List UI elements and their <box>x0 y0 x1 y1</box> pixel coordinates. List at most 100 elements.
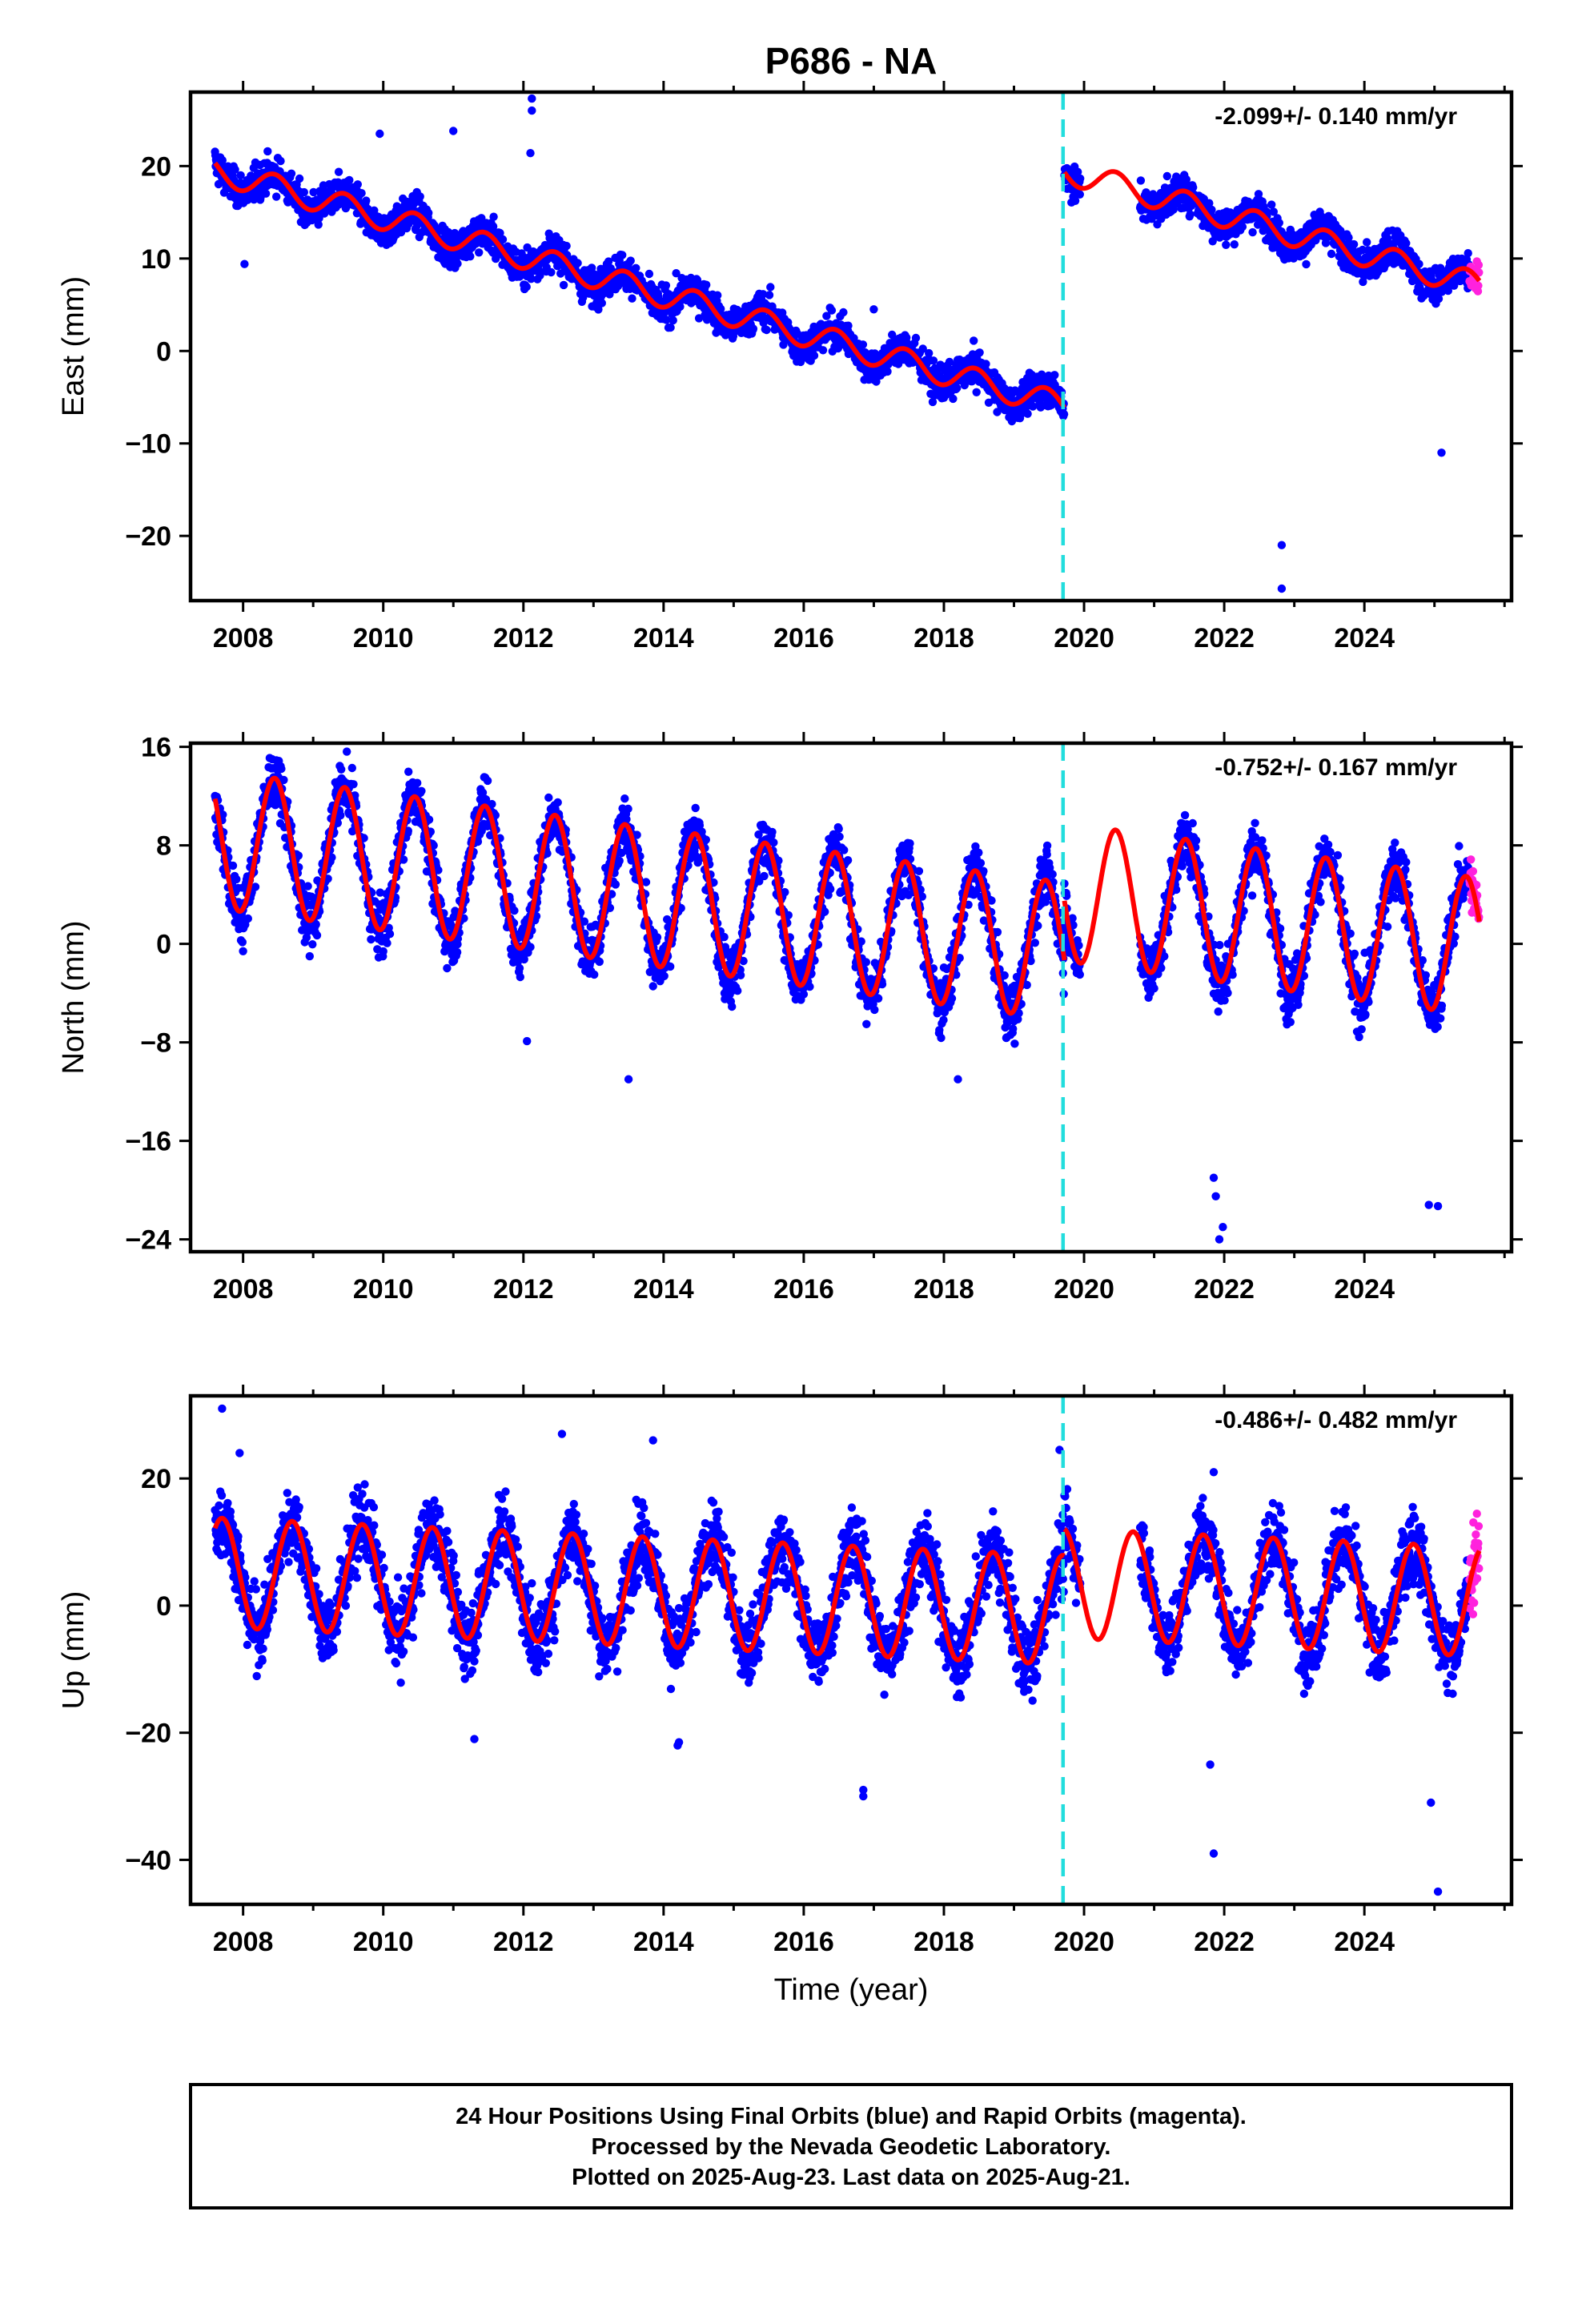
final-orbit-point <box>232 875 241 884</box>
final-orbit-point <box>929 356 938 365</box>
final-orbit-point <box>1363 238 1371 247</box>
final-orbit-point <box>562 241 571 251</box>
final-orbit-point <box>595 957 604 967</box>
final-orbit-point <box>827 306 837 315</box>
final-orbit-point <box>652 933 662 942</box>
final-orbit-point <box>527 275 536 283</box>
final-orbit-point <box>336 811 345 820</box>
x-tick-label: 2008 <box>213 623 274 653</box>
final-orbit-point <box>648 982 657 991</box>
y-tick-label: 10 <box>141 244 171 275</box>
final-orbit-point <box>975 348 984 357</box>
final-orbit-point <box>844 321 853 330</box>
final-orbit-point <box>466 252 475 261</box>
final-orbit-point <box>536 271 544 280</box>
final-orbit-point <box>953 384 962 392</box>
final-orbit-point <box>597 299 606 308</box>
final-orbit-point <box>945 357 954 367</box>
final-orbit-point <box>334 167 343 176</box>
final-orbit-point <box>261 189 271 198</box>
final-orbit-point <box>1327 249 1336 259</box>
east-model-curve-2 <box>1062 169 1482 288</box>
chart-title: P686 - NA <box>765 40 938 82</box>
final-orbit-point <box>287 169 296 178</box>
final-orbit-point <box>1076 174 1085 183</box>
final-orbit-point <box>544 793 553 802</box>
final-orbit-point <box>510 906 519 915</box>
final-orbit-point <box>717 304 725 313</box>
final-orbit-point <box>644 269 654 279</box>
x-tick-label: 2020 <box>1054 623 1114 653</box>
final-orbit-point <box>691 803 700 813</box>
final-orbit-point <box>918 344 927 353</box>
x-tick-label: 2018 <box>913 623 974 653</box>
final-orbit-point <box>559 280 568 290</box>
final-orbit-point <box>526 943 535 951</box>
final-orbit-point <box>385 930 395 939</box>
final-orbit-point <box>553 798 562 807</box>
final-orbit-point <box>452 947 462 957</box>
final-orbit-point <box>960 380 970 390</box>
final-orbit-point <box>861 348 869 357</box>
final-orbit-point <box>632 263 640 272</box>
final-orbit-point <box>1205 199 1214 207</box>
final-orbit-point <box>766 283 775 292</box>
final-orbit-point <box>1275 219 1284 227</box>
final-orbit-point <box>299 187 308 197</box>
final-orbit-point <box>972 388 981 396</box>
final-orbit-point <box>516 972 524 982</box>
final-orbit-point <box>349 780 358 789</box>
final-orbit-point <box>758 290 768 299</box>
final-orbit-point <box>1028 402 1038 411</box>
final-orbit-point <box>417 786 426 795</box>
final-orbit-point <box>1074 167 1082 176</box>
final-orbit-point <box>1070 196 1080 205</box>
final-orbit-point <box>416 192 424 201</box>
final-orbit-point <box>1443 286 1453 296</box>
final-orbit-point <box>309 187 318 197</box>
final-orbit-point <box>498 235 508 244</box>
final-orbit-point <box>314 220 323 229</box>
final-orbit-point <box>475 248 484 257</box>
final-orbit-point <box>243 914 252 923</box>
final-orbit-point <box>522 283 531 292</box>
final-orbit-point <box>528 106 536 115</box>
final-orbit-point <box>1248 227 1257 237</box>
final-orbit-point <box>294 851 303 860</box>
east-model-curve-1 <box>213 161 1067 409</box>
final-orbit-point <box>1437 448 1446 457</box>
final-orbit-point <box>594 305 603 314</box>
final-orbit-point <box>580 917 589 926</box>
final-orbit-point <box>238 938 247 947</box>
final-orbit-point <box>660 971 669 981</box>
final-orbit-point <box>323 875 332 883</box>
final-orbit-point <box>345 175 354 185</box>
final-orbit-point <box>666 323 675 332</box>
y-tick-label: −10 <box>125 429 171 460</box>
final-orbit-point <box>277 764 286 774</box>
final-orbit-point <box>359 834 368 842</box>
final-orbit-point <box>1267 200 1276 209</box>
final-orbit-point <box>357 189 366 198</box>
final-orbit-point <box>1336 227 1345 235</box>
final-orbit-point <box>276 156 285 166</box>
final-orbit-point <box>869 305 878 314</box>
final-orbit-point <box>308 940 317 949</box>
east-plot-area <box>211 92 1484 601</box>
final-orbit-point <box>618 251 627 259</box>
final-orbit-point <box>489 212 498 221</box>
rapid-orbit-point <box>1474 260 1484 270</box>
final-orbit-point <box>590 970 599 979</box>
final-orbit-point <box>1344 233 1353 242</box>
final-orbit-point <box>424 208 433 218</box>
final-orbit-point <box>528 94 536 103</box>
final-orbit-point <box>1182 175 1191 184</box>
x-tick-label: 2024 <box>1334 623 1395 653</box>
final-orbit-point <box>367 935 375 944</box>
final-orbit-point <box>713 291 722 300</box>
final-orbit-point <box>302 933 311 942</box>
final-orbit-point <box>573 259 582 267</box>
final-orbit-point <box>615 856 624 866</box>
final-orbit-point <box>337 765 346 774</box>
east-panel: 2008 2010 2012 2014 2016 2018 2020 2022 20242010… <box>57 81 1523 653</box>
